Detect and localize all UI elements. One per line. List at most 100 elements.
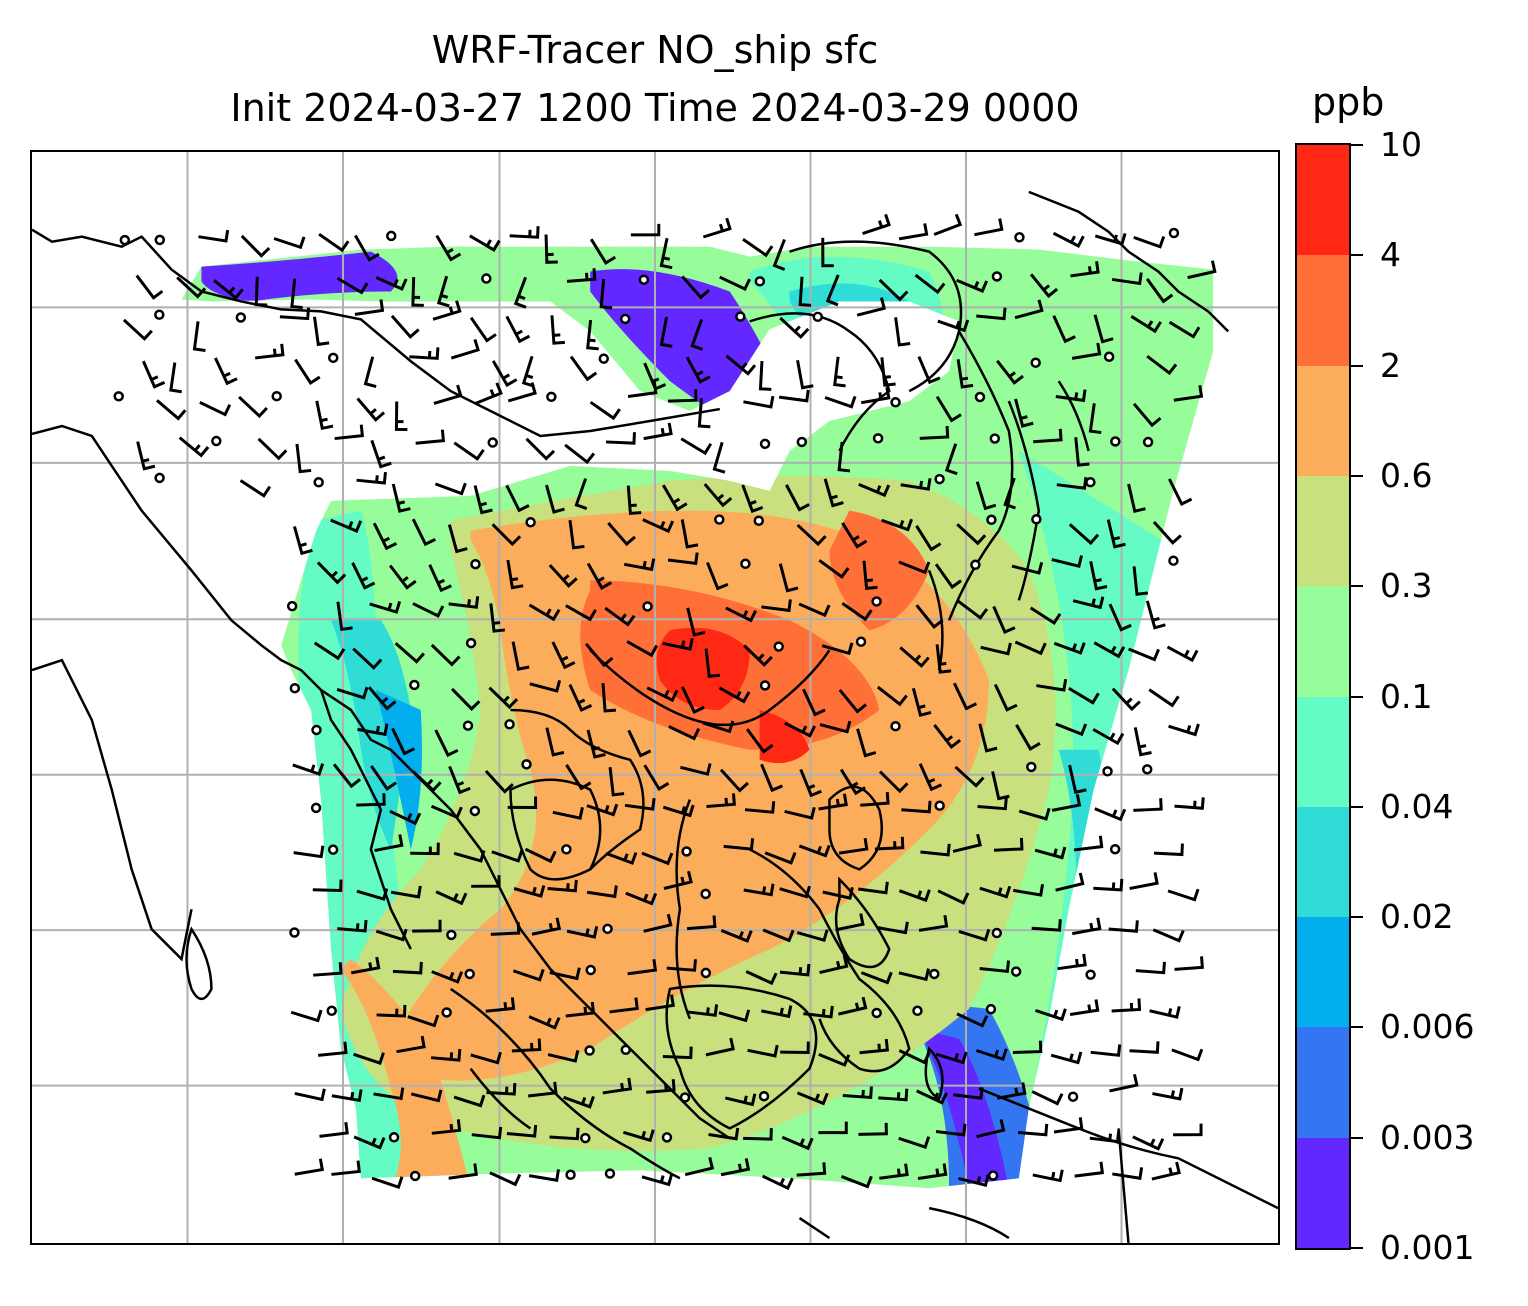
wind-barb <box>1035 1008 1067 1022</box>
wind-barb <box>1093 641 1126 659</box>
wind-barb <box>858 881 889 895</box>
wind-barb <box>898 968 930 982</box>
wind-barb <box>899 646 930 668</box>
wind-barb <box>662 804 695 818</box>
wind-barb <box>450 687 481 711</box>
colorbar-band <box>1297 916 1349 1028</box>
wind-barb <box>371 1176 404 1189</box>
calm-wind-marker <box>1085 476 1096 488</box>
tracer-map <box>32 152 1278 1243</box>
wind-barb <box>1018 807 1051 821</box>
calm-wind-marker <box>446 929 457 941</box>
wind-barb <box>430 643 461 667</box>
wind-barb <box>1106 519 1126 549</box>
wind-barb <box>874 836 905 851</box>
calm-wind-marker <box>700 888 711 900</box>
wind-barb <box>798 844 831 858</box>
wind-barb <box>199 401 232 417</box>
calm-wind-marker <box>310 802 322 814</box>
wind-barb <box>430 1048 462 1062</box>
wind-barb <box>1033 428 1063 444</box>
wind-barb <box>409 347 440 360</box>
wind-barb <box>725 354 757 376</box>
wind-barb <box>435 234 462 262</box>
wind-barb <box>122 318 153 341</box>
wind-barb <box>976 1119 1006 1139</box>
wind-barb <box>894 317 911 347</box>
wind-barb <box>1071 917 1102 936</box>
wind-barb <box>389 809 422 826</box>
wind-barb <box>839 768 866 796</box>
wind-barb <box>411 277 424 307</box>
wind-barb <box>1011 562 1044 575</box>
wind-barb <box>881 518 913 532</box>
wind-barb <box>351 562 376 590</box>
colorbar-band <box>1297 475 1349 587</box>
wind-barb <box>837 441 851 473</box>
wind-barb <box>453 1094 486 1108</box>
wind-barb <box>390 314 420 339</box>
calm-wind-marker <box>986 514 997 525</box>
wind-barb <box>1187 260 1217 280</box>
wind-barb <box>507 796 538 809</box>
wind-barb <box>431 1119 462 1135</box>
wind-barb <box>1133 235 1166 249</box>
wind-barb <box>821 642 854 656</box>
wind-barb <box>879 1163 909 1180</box>
wind-barb <box>680 437 713 456</box>
wind-barb <box>1146 354 1178 376</box>
wind-barb <box>898 223 929 241</box>
wind-barb <box>568 684 593 712</box>
wind-barb <box>835 913 865 932</box>
wind-barb <box>315 400 334 431</box>
wind-barb <box>239 479 272 498</box>
wind-barb <box>373 1087 405 1101</box>
wind-barb <box>293 526 313 556</box>
wind-barb <box>294 1088 326 1102</box>
wind-barb <box>356 793 386 807</box>
calm-wind-marker <box>700 967 712 979</box>
wind-barb <box>858 483 891 498</box>
wind-barb <box>565 1001 596 1018</box>
calm-wind-marker <box>1110 436 1121 447</box>
calm-wind-marker <box>759 680 771 691</box>
wind-barb <box>916 1089 948 1105</box>
wind-barb <box>823 478 844 508</box>
wind-barb <box>1031 919 1062 932</box>
wind-barb <box>1108 603 1132 632</box>
calm-wind-marker <box>1030 357 1041 368</box>
wind-barb <box>1129 872 1159 890</box>
wind-barb <box>489 603 506 633</box>
colorbar-tick-label: 0.001 <box>1380 1228 1475 1267</box>
wind-barb <box>898 1049 931 1065</box>
wind-barb <box>643 422 673 441</box>
calm-wind-marker <box>619 313 631 325</box>
calm-wind-marker <box>1067 1091 1079 1102</box>
wind-barb <box>394 401 408 431</box>
wind-barb <box>1094 232 1127 246</box>
calm-wind-marker <box>759 438 771 450</box>
wind-barb <box>1174 797 1205 810</box>
wind-barb <box>935 644 952 674</box>
wind-barb <box>198 229 230 243</box>
wind-barb <box>566 926 599 939</box>
wind-barb <box>356 471 387 485</box>
wind-barb <box>240 234 271 258</box>
wind-barb <box>1032 1169 1064 1183</box>
wind-barb <box>742 238 774 258</box>
wind-barb <box>605 851 638 865</box>
wind-barb <box>952 833 982 853</box>
wind-barb <box>238 395 268 419</box>
wind-barb <box>977 797 1008 811</box>
wind-barb <box>586 562 613 590</box>
wind-barb <box>545 727 565 757</box>
wind-barb <box>1069 999 1100 1017</box>
wind-barb <box>784 806 816 820</box>
wind-barb <box>684 1157 715 1177</box>
calm-wind-marker <box>462 720 474 731</box>
wind-barb <box>412 602 445 618</box>
wind-barb <box>605 432 636 445</box>
wind-barb <box>914 273 946 295</box>
calm-wind-marker <box>465 637 477 649</box>
wind-barb <box>778 389 810 403</box>
